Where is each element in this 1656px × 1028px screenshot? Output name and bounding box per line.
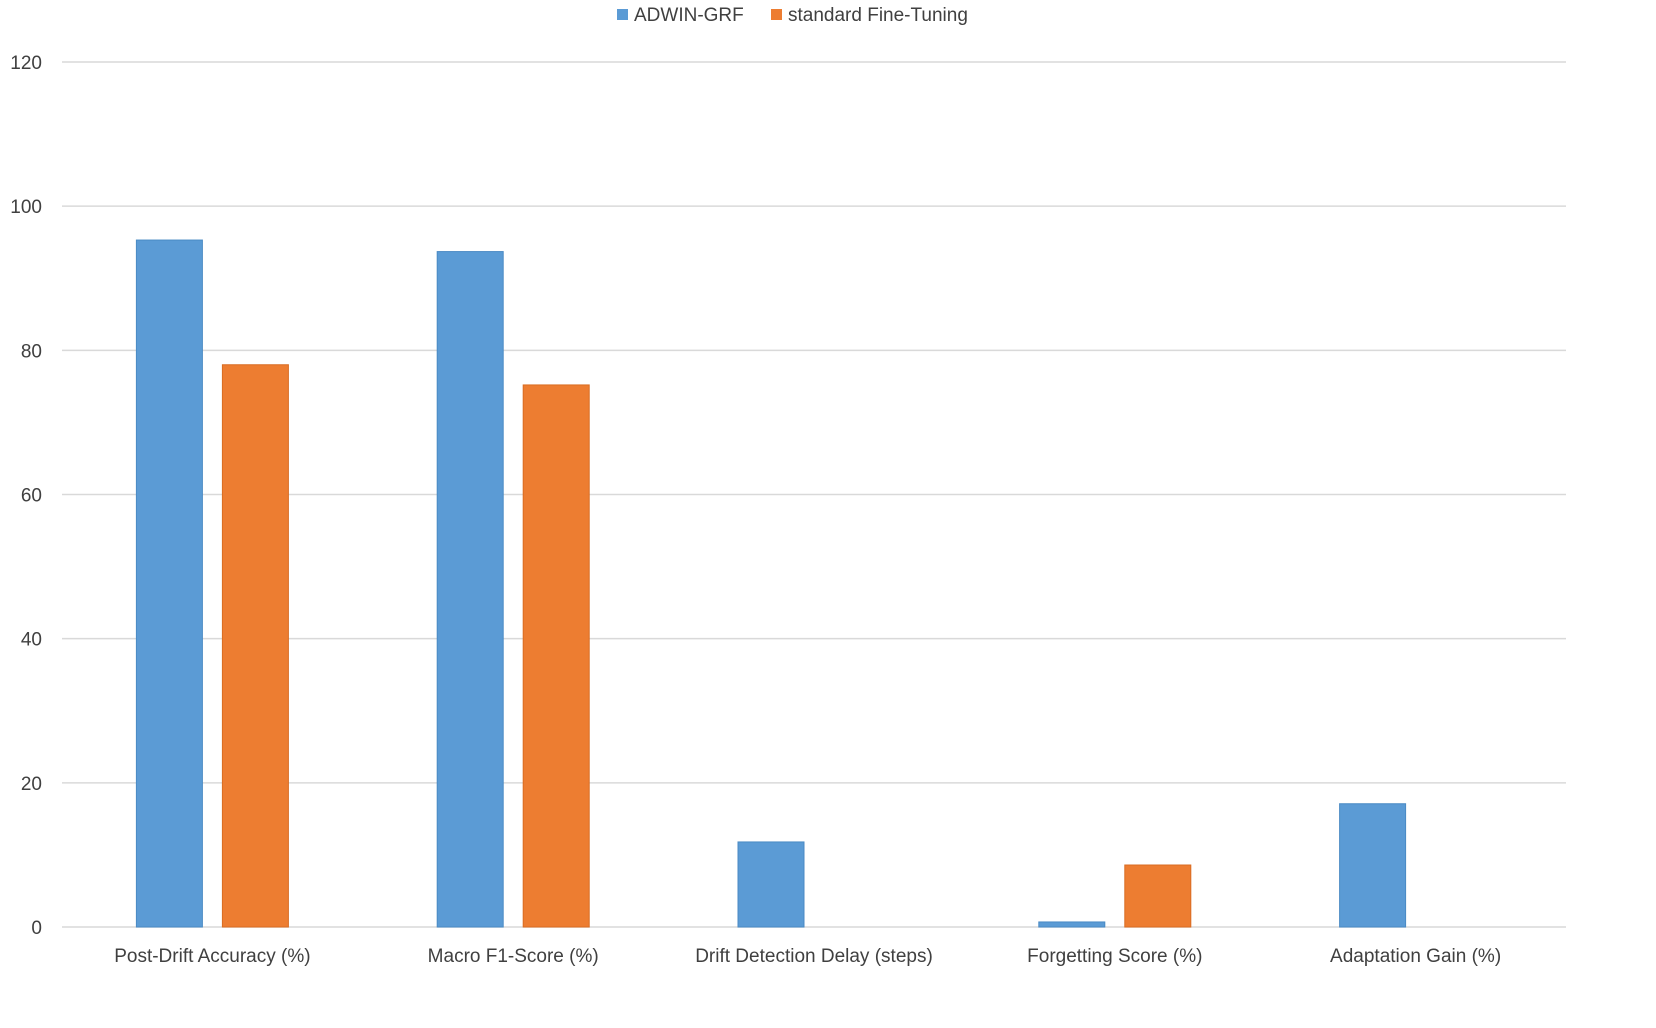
legend-label: standard Fine-Tuning — [788, 5, 968, 26]
bar-standard-fine-tuning-3 — [1124, 864, 1192, 928]
legend-swatch — [771, 9, 782, 20]
y-tick-label: 20 — [21, 774, 42, 795]
x-category-label: Adaptation Gain (%) — [1330, 946, 1501, 967]
x-category-label: Macro F1-Score (%) — [428, 946, 599, 967]
legend-swatch — [617, 9, 628, 20]
legend-label: ADWIN-GRF — [634, 5, 744, 26]
gridlines — [62, 61, 1566, 928]
y-tick-label: 0 — [31, 918, 42, 939]
bars — [135, 239, 1407, 928]
bar-adwin-grf-1 — [436, 251, 504, 928]
legend: ADWIN-GRF standard Fine-Tuning — [617, 5, 968, 26]
y-tick-label: 100 — [10, 197, 42, 218]
x-category-label: Drift Detection Delay (steps) — [695, 946, 933, 967]
bar-adwin-grf-2 — [737, 841, 805, 928]
bar-adwin-grf-4 — [1339, 803, 1407, 928]
bar-adwin-grf-0 — [135, 239, 203, 928]
y-tick-label: 120 — [10, 53, 42, 74]
bar-adwin-grf-3 — [1038, 921, 1106, 928]
bar-standard-fine-tuning-1 — [522, 384, 590, 928]
bar-standard-fine-tuning-0 — [221, 364, 289, 928]
y-tick-label: 80 — [21, 341, 42, 362]
x-category-label: Post-Drift Accuracy (%) — [114, 946, 310, 967]
y-axis-ticks: 0 20 40 60 80 100 120 — [10, 53, 42, 939]
y-tick-label: 40 — [21, 630, 42, 651]
x-category-label: Forgetting Score (%) — [1027, 946, 1202, 967]
y-tick-label: 60 — [21, 486, 42, 507]
x-axis-categories: Post-Drift Accuracy (%) Macro F1-Score (%… — [114, 946, 1501, 967]
